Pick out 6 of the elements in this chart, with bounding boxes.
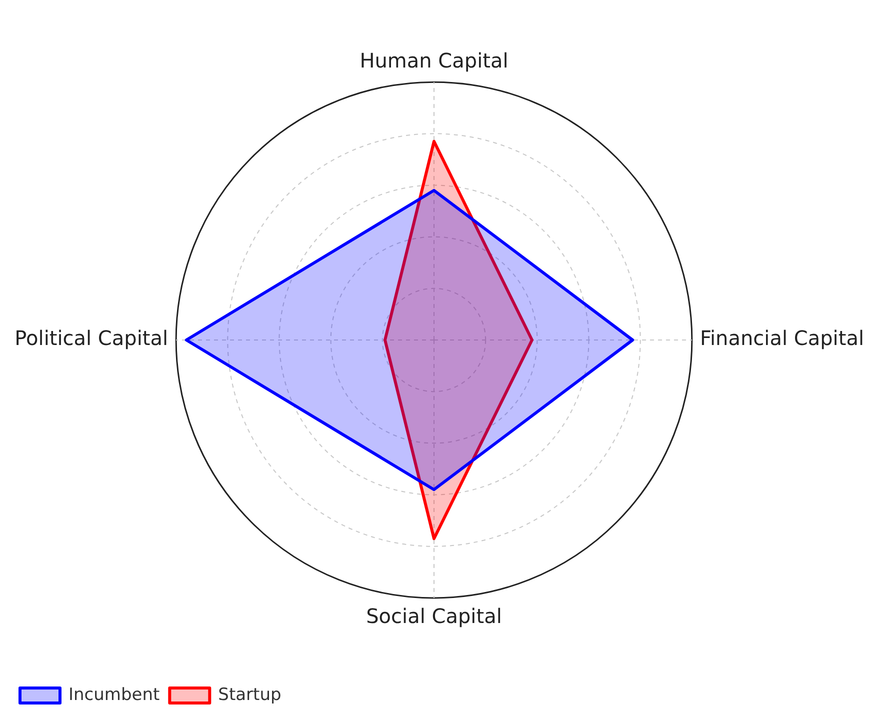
legend-label: Startup (218, 684, 282, 705)
legend-label: Incumbent (68, 684, 160, 705)
spoke-label: Financial Capital (700, 326, 864, 350)
spoke-label: Social Capital (366, 604, 502, 628)
spoke-label: Political Capital (14, 326, 168, 350)
spoke-label: Human Capital (360, 48, 508, 72)
